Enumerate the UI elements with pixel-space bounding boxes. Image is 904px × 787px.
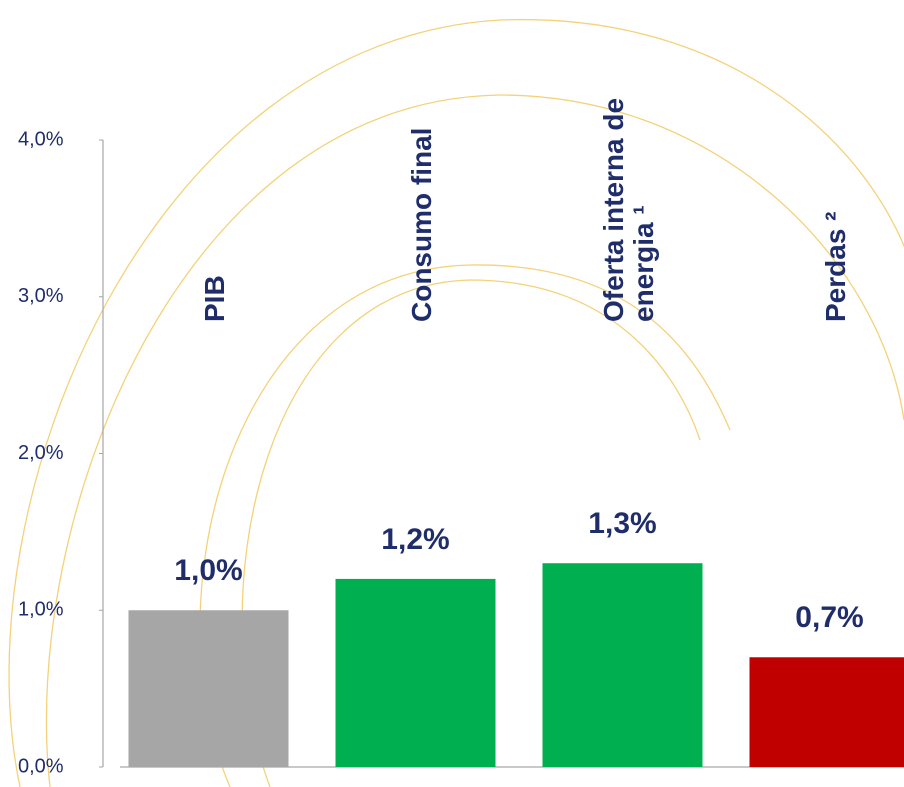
value-label: 0,7% bbox=[795, 601, 863, 634]
category-label: Consumo final bbox=[405, 127, 437, 322]
value-label: 1,0% bbox=[174, 554, 242, 587]
y-tick-label: 4,0% bbox=[18, 128, 64, 150]
y-tick-label: 1,0% bbox=[18, 599, 64, 621]
bar bbox=[749, 657, 904, 767]
category-label: Oferta interna de energia ¹ bbox=[597, 97, 659, 322]
y-tick-label: 2,0% bbox=[18, 442, 64, 464]
value-label: 1,2% bbox=[381, 523, 449, 556]
y-tick-label: 3,0% bbox=[18, 285, 64, 307]
value-label: 1,3% bbox=[588, 507, 656, 540]
bar bbox=[335, 578, 496, 767]
category-label: PIB bbox=[198, 275, 230, 322]
y-tick-label: 0,0% bbox=[18, 755, 64, 777]
bar bbox=[128, 610, 289, 767]
bar bbox=[542, 563, 703, 767]
category-label: Perdas ² bbox=[819, 211, 851, 323]
